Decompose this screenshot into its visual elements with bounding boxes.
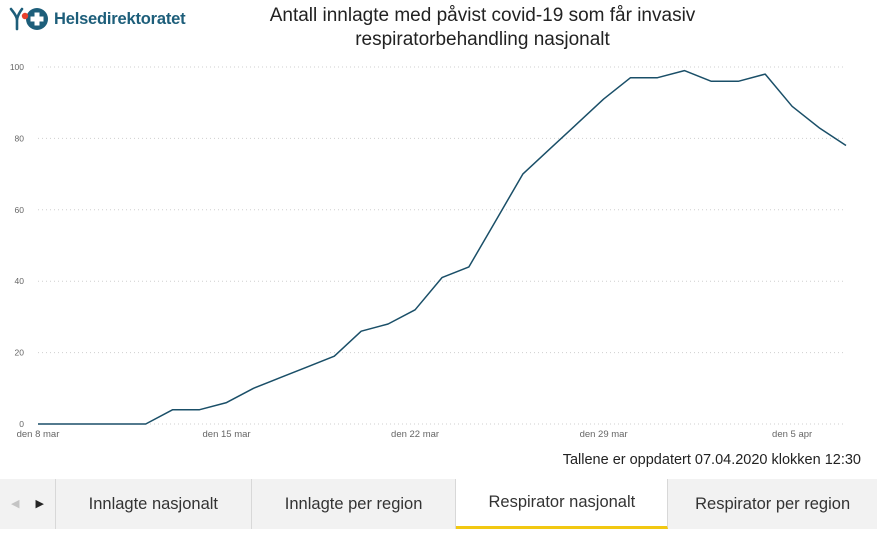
x-tick-label: den 29 mar <box>580 429 628 440</box>
logo: Helsedirektoratet <box>8 6 186 32</box>
tab-respirator-per-region[interactable]: Respirator per region <box>695 494 851 513</box>
page-title-line1: Antall innlagte med påvist covid-19 som … <box>269 5 696 26</box>
x-tick-label: den 15 mar <box>203 429 251 440</box>
x-tick-label: den 8 mar <box>17 429 60 440</box>
x-tick-label: den 22 mar <box>391 429 439 440</box>
logo-text: Helsedirektoratet <box>54 9 186 28</box>
update-footnote: Tallene er oppdatert 07.04.2020 klokken … <box>562 452 861 468</box>
tab-respirator-nasjonalt[interactable]: Respirator nasjonalt <box>456 479 669 529</box>
helsedirektoratet-logo-icon <box>9 7 48 31</box>
previous-page-icon[interactable]: ◀ <box>11 497 20 510</box>
tab-nav-arrows: ◀ ▶ <box>0 479 56 529</box>
tab-innlagte-per-region[interactable]: Innlagte per region <box>252 479 457 529</box>
x-tick-label: den 5 apr <box>772 429 812 440</box>
series-line <box>38 69 847 425</box>
next-page-icon[interactable]: ▶ <box>35 497 44 510</box>
y-tick-label: 0 <box>19 419 24 429</box>
tab-innlagte-nasjonalt[interactable]: Innlagte nasjonalt <box>56 479 252 529</box>
y-tick-label: 20 <box>15 348 25 358</box>
page-tab-bar: ◀ ▶ Innlagte nasjonalt Innlagte per regi… <box>0 479 877 529</box>
page-title-line2: respiratorbehandling nasjonalt <box>355 29 610 50</box>
y-tick-label: 80 <box>15 133 25 143</box>
page-title: Antall innlagte med påvist covid-19 som … <box>200 4 765 52</box>
report-header: Helsedirektoratet Antall innlagte med på… <box>0 0 877 60</box>
y-tick-label: 40 <box>15 276 25 286</box>
y-tick-label: 60 <box>15 205 25 215</box>
line-chart: 0 20 40 60 80 100 den 8 mar den 15 mar den 22 ma… <box>10 62 847 440</box>
y-tick-label: 100 <box>10 62 24 72</box>
